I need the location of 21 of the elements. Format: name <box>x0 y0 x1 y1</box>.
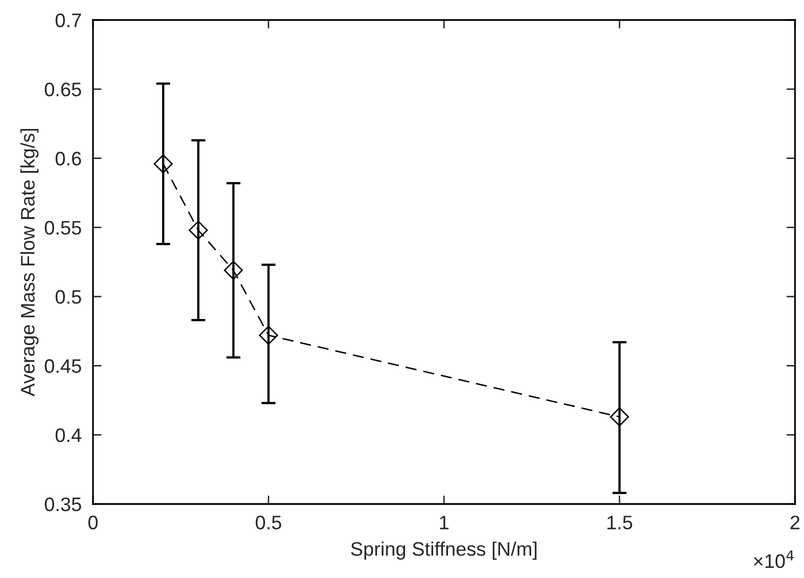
x-tick-label: 2 <box>790 516 800 530</box>
x-tick-label: 0.5 <box>256 516 282 530</box>
y-axis-title: Average Mass Flow Rate [kg/s] <box>20 129 38 396</box>
y-tick-label: 0.45 <box>44 359 82 373</box>
x-tick-label: 1 <box>440 516 448 530</box>
point <box>224 260 243 280</box>
y-tick-label: 0.65 <box>44 82 82 96</box>
y-tick-label: 0.7 <box>56 13 81 28</box>
point <box>154 154 173 174</box>
text: ×10$^{4}$ <box>754 550 794 568</box>
x-tick-label: 1.5 <box>607 516 632 530</box>
y-tick-label: 0.35 <box>44 497 82 512</box>
y-tick-label: 0.55 <box>44 220 82 235</box>
x-axis-title: Spring Stiffness [N/m] <box>351 542 536 560</box>
point <box>610 407 630 426</box>
point <box>258 326 278 345</box>
y-tick-label: 0.4 <box>56 428 82 442</box>
y-tick-label: 0.6 <box>56 152 82 166</box>
x-tick-label: 0 <box>88 516 98 530</box>
y-tick-label: 0.5 <box>56 290 82 304</box>
point <box>188 220 208 240</box>
